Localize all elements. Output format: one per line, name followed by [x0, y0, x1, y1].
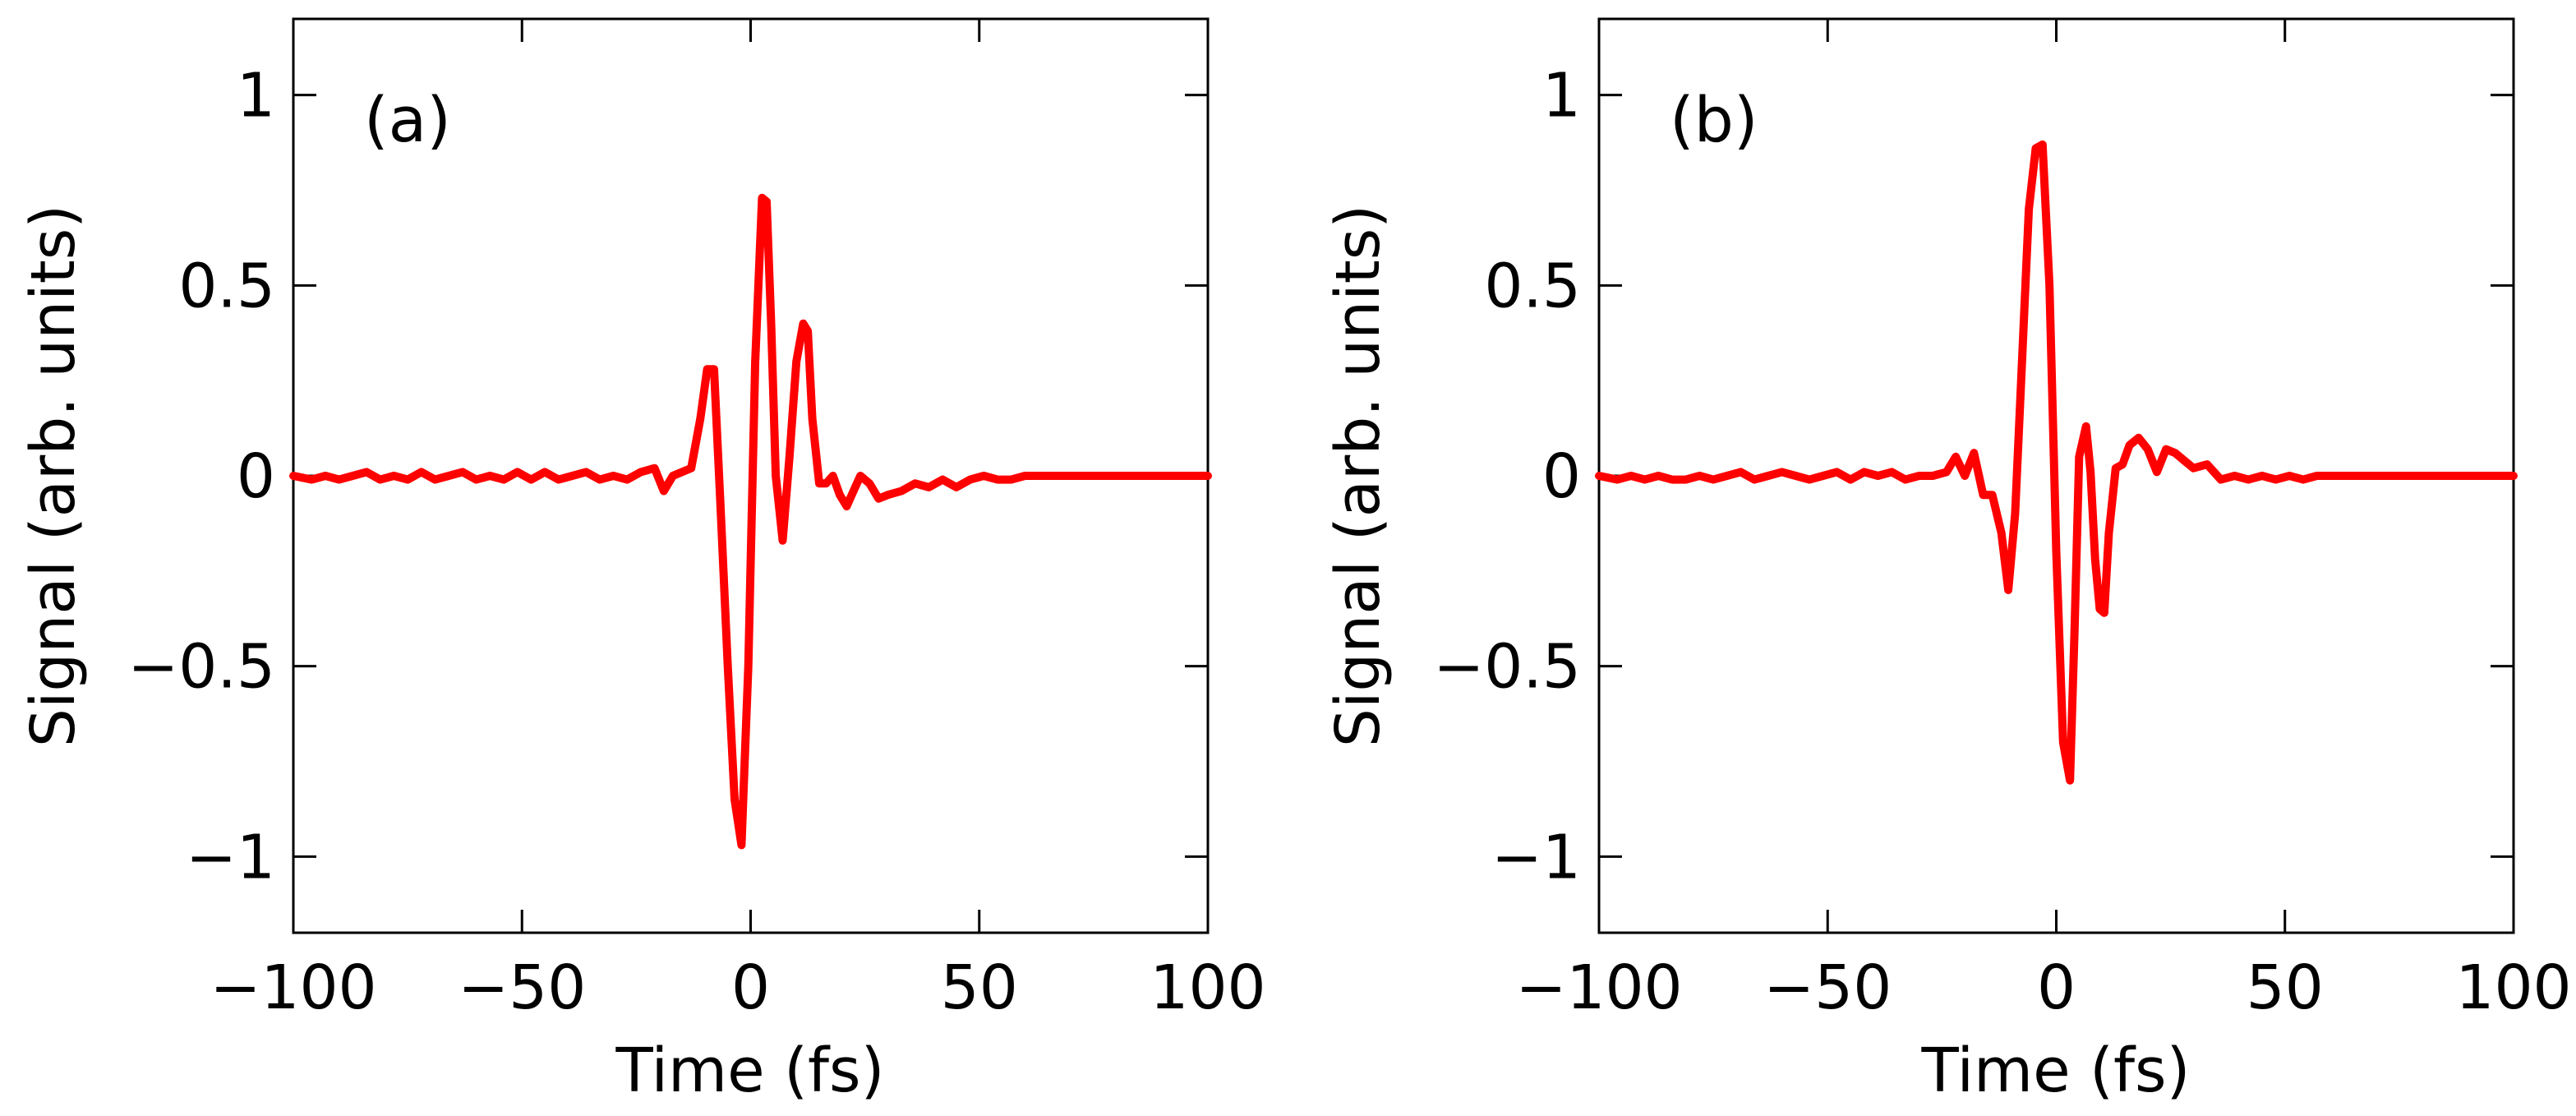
panel-label-b: (b) — [1670, 83, 1758, 156]
signal-line-a — [289, 193, 1212, 850]
y-tick-label-b-0: −1 — [1491, 822, 1581, 892]
y-tick-label-a-0: −1 — [186, 822, 275, 892]
x-tick-label-b-3: 50 — [2247, 952, 2324, 1023]
signal-line-b — [1595, 140, 2518, 785]
x-tick-label-a-0: −100 — [210, 952, 376, 1023]
x-tick-label-a-2: 0 — [731, 952, 770, 1023]
y-axis-label-b: Signal (arb. units) — [1323, 205, 1394, 747]
y-tick-label-a-2: 0 — [237, 441, 275, 512]
panel-a: (a) Signal (arb. units) Time (fs) −100 −5… — [18, 17, 1266, 1106]
y-tick-label-a-1: −0.5 — [127, 632, 275, 703]
x-tick-label-b-4: 100 — [2455, 952, 2571, 1023]
x-tick-label-b-1: −50 — [1763, 952, 1892, 1023]
x-ticks-b: −100 −50 0 50 100 — [1515, 19, 2572, 1023]
x-tick-label-b-0: −100 — [1515, 952, 1682, 1023]
y-tick-label-b-2: 0 — [1542, 441, 1581, 512]
y-tick-label-b-1: −0.5 — [1433, 632, 1581, 703]
y-tick-label-a-3: 0.5 — [178, 251, 275, 321]
y-tick-label-a-4: 1 — [237, 61, 275, 131]
x-axis-label-b: Time (fs) — [1921, 1035, 2191, 1106]
x-tick-label-a-3: 50 — [941, 952, 1018, 1023]
x-tick-label-a-1: −50 — [458, 952, 586, 1023]
x-ticks-a: −100 −50 0 50 100 — [210, 19, 1266, 1023]
x-axis-label-a: Time (fs) — [615, 1035, 885, 1106]
y-axis-label-a: Signal (arb. units) — [18, 205, 89, 747]
panel-b: (b) Signal (arb. units) Time (fs) −100 −5… — [1323, 17, 2572, 1106]
x-tick-label-b-2: 0 — [2037, 952, 2076, 1023]
x-tick-label-a-4: 100 — [1150, 952, 1265, 1023]
y-tick-label-b-3: 0.5 — [1484, 251, 1581, 321]
y-tick-label-b-4: 1 — [1542, 61, 1581, 131]
panel-label-a: (a) — [364, 83, 451, 156]
